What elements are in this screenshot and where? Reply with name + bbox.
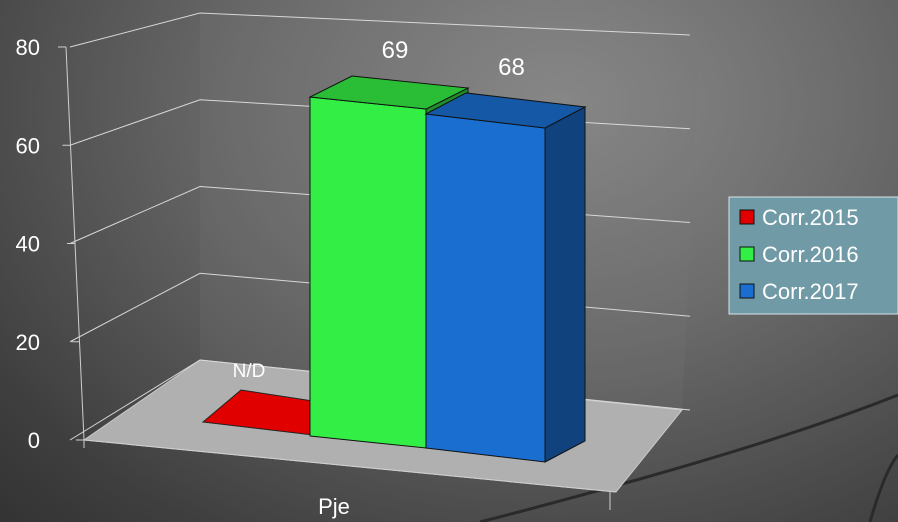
- legend-label-corr-2017: Corr.2017: [762, 279, 859, 304]
- legend-box: [728, 196, 898, 315]
- data-label-corr-2016: 69: [382, 37, 409, 64]
- bar-corr-2016: [309, 96, 427, 449]
- legend-label-corr-2015: Corr.2015: [762, 205, 859, 230]
- legend-swatch-corr-2016: [739, 246, 755, 262]
- legend-swatch-corr-2017: [739, 283, 755, 299]
- bar-corr-2016-top: [308, 75, 470, 110]
- legend-swatch-corr-2015: [739, 209, 755, 225]
- y-tick-label: 80: [16, 35, 40, 60]
- bar-corr-2017-side: [544, 106, 586, 463]
- bar-corr-2017: [425, 113, 546, 463]
- y-tick-label: 60: [16, 133, 40, 158]
- y-tick-label: 20: [16, 330, 40, 355]
- background-swoosh: [479, 393, 898, 522]
- x-axis: Pje: [83, 439, 617, 519]
- legend: Corr.2015 Corr.2016 Corr.2017: [728, 196, 898, 315]
- x-axis-line: [83, 439, 617, 493]
- bars: [201, 75, 587, 463]
- x-category-label: Pje: [318, 494, 350, 519]
- y-tick-label: 0: [28, 428, 40, 453]
- gridline: [69, 12, 691, 48]
- legend-label-corr-2016: Corr.2016: [762, 242, 859, 267]
- data-labels: N/D 69 68: [233, 37, 525, 382]
- data-label-corr-2015: N/D: [233, 361, 266, 382]
- y-axis: 0 20 40 60 80: [16, 35, 85, 453]
- data-label-corr-2017: 68: [498, 54, 525, 81]
- bar-corr-2017-top: [424, 92, 587, 129]
- y-tick-label: 40: [16, 232, 40, 257]
